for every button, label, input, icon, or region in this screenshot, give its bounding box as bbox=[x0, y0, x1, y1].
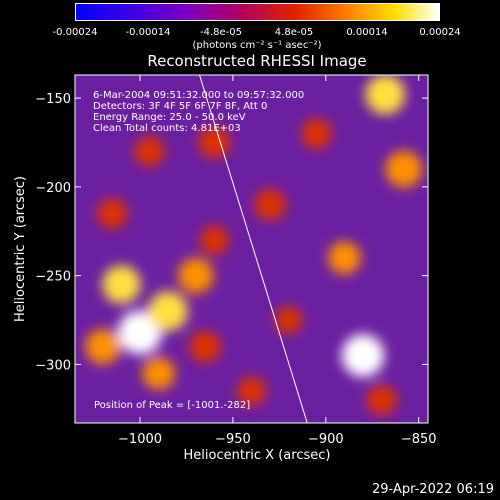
peak-position-label: Position of Peak = [-1001.-282] bbox=[94, 400, 250, 411]
source-blob bbox=[301, 118, 332, 149]
y-tick-label: −300 bbox=[35, 358, 71, 373]
source-blob bbox=[177, 257, 214, 294]
source-blob bbox=[341, 334, 385, 377]
source-blob bbox=[385, 150, 423, 188]
x-tick-label: −900 bbox=[308, 432, 344, 447]
colorbar-unit-label: (photons cm⁻² s⁻¹ asec⁻²) bbox=[192, 40, 322, 51]
colorbar-tick: -0.00024 bbox=[52, 27, 98, 38]
footer-timestamp: 29-Apr-2022 06:19 bbox=[372, 482, 494, 497]
source-blob bbox=[366, 384, 397, 415]
solar-limb-line bbox=[199, 75, 308, 423]
source-blob bbox=[275, 306, 303, 334]
colorbar-tick: -4.8e-05 bbox=[200, 27, 242, 38]
colorbar bbox=[75, 3, 440, 21]
x-axis-label: Heliocentric X (arcsec) bbox=[184, 448, 331, 463]
source-blob bbox=[97, 198, 128, 229]
colorbar-tick: 4.8e-05 bbox=[274, 27, 314, 38]
source-blob bbox=[85, 328, 121, 365]
source-blob bbox=[102, 265, 141, 304]
chart-title: Reconstructed RHESSI Image bbox=[147, 52, 367, 70]
source-blob bbox=[189, 330, 221, 363]
x-tick-label: −950 bbox=[215, 432, 251, 447]
x-tick-label: −850 bbox=[401, 432, 437, 447]
source-blob bbox=[134, 136, 165, 167]
source-blob bbox=[254, 188, 286, 221]
source-blob bbox=[198, 126, 231, 159]
annotation-energy: Energy Range: 25.0 - 50.0 keV bbox=[93, 112, 246, 123]
source-blob bbox=[200, 225, 229, 255]
y-axis-label: Heliocentric Y (arcsec) bbox=[13, 176, 28, 322]
colorbar-tick: -0.00014 bbox=[125, 27, 171, 38]
source-blob bbox=[147, 291, 188, 332]
source-blob bbox=[237, 376, 266, 406]
reconstructed-image bbox=[75, 75, 428, 423]
source-blob bbox=[142, 356, 176, 390]
annotation-time: 6-Mar-2004 09:51:32.000 to 09:57:32.000 bbox=[93, 90, 304, 101]
colorbar-tick: 0.00024 bbox=[419, 27, 461, 38]
colorbar-tick: 0.00014 bbox=[346, 27, 388, 38]
source-blob bbox=[327, 241, 361, 275]
y-tick-label: −200 bbox=[35, 181, 71, 196]
source-blob bbox=[365, 75, 406, 115]
annotation-counts: Clean Total counts: 4.81E+03 bbox=[93, 123, 241, 134]
y-tick-label: −150 bbox=[35, 92, 71, 107]
plot-frame bbox=[74, 74, 429, 424]
x-tick-label: −1000 bbox=[118, 432, 162, 447]
y-tick-label: −250 bbox=[35, 270, 71, 285]
annotation-detectors: Detectors: 3F 4F 5F 6F 7F 8F, Att 0 bbox=[93, 101, 267, 112]
